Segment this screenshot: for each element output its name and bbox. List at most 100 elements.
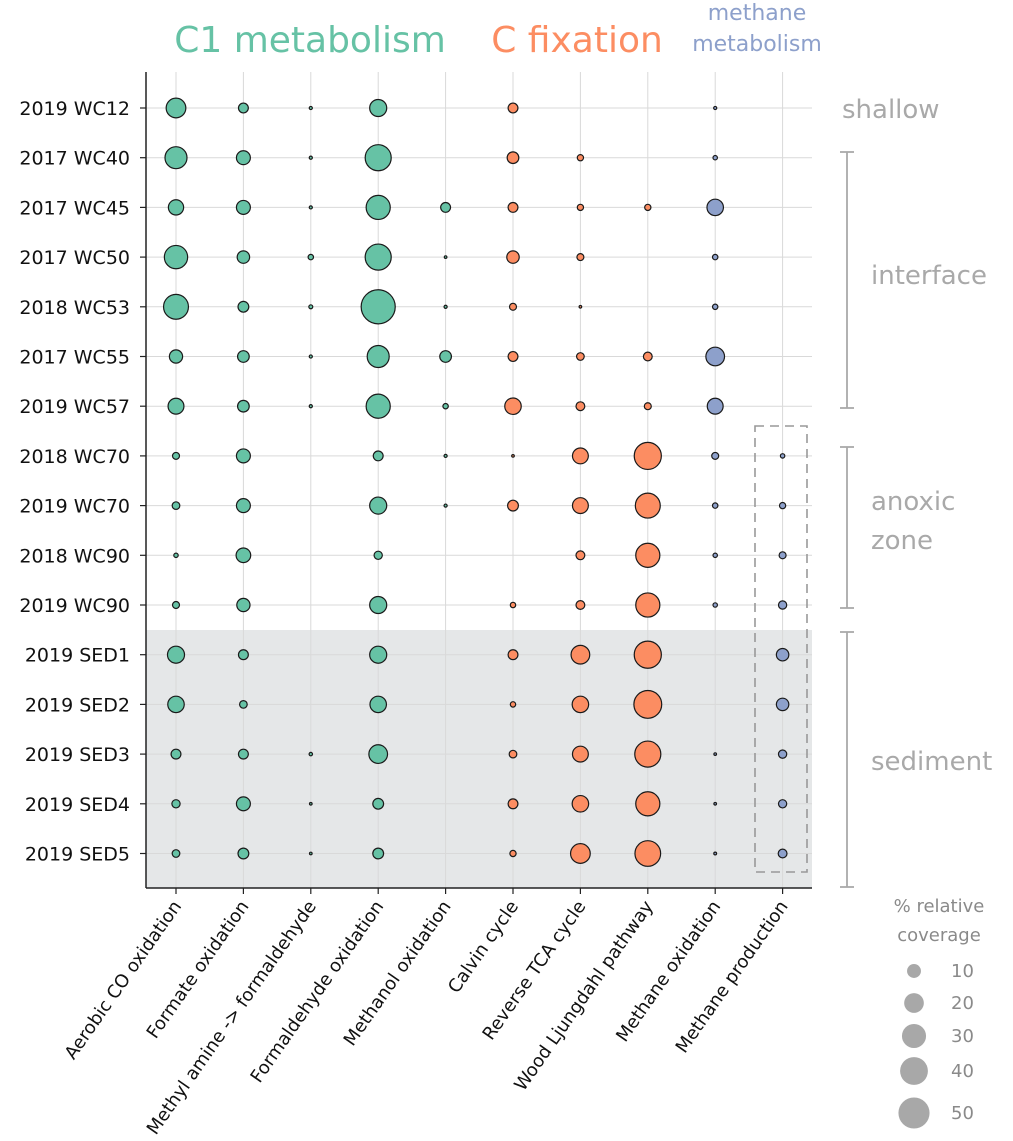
point-2018-wc70-wood-ljungdahl-pathway	[633, 441, 662, 471]
sediment-background	[146, 630, 812, 888]
x-tick-label-methane-production: Methane production	[672, 897, 793, 1057]
point-2019-wc12-formaldehyde-oxidation	[369, 98, 388, 118]
point-2019-wc90-formaldehyde-oxidation	[369, 595, 388, 615]
point-2019-sed4-methane-production	[777, 799, 788, 809]
point-2019-wc70-methane-oxidation	[711, 502, 719, 509]
zone-label-line: anoxic	[871, 487, 955, 517]
point-2017-wc45-methane-oxidation	[706, 198, 725, 217]
zone-label-shallow: shallow	[842, 95, 940, 125]
point-2019-wc90-calvin-cycle	[509, 601, 517, 609]
axes-frame	[145, 72, 812, 889]
y-tick-labels: 2019 WC12 2017 WC40 2017 WC45 2017 WC50 2018…	[19, 98, 130, 866]
y-tick-label-2019-wc70: 2019 WC70	[19, 496, 130, 518]
point-2018-wc70-methane-production	[779, 453, 786, 459]
point-2017-wc55-formate-oxidation	[236, 350, 250, 363]
point-2017-wc40-calvin-cycle	[506, 151, 520, 165]
point-2017-wc45-wood-ljungdahl-pathway	[644, 203, 652, 212]
point-2017-wc45-methanol-oxidation	[440, 201, 452, 213]
point-2019-wc90-wood-ljungdahl-pathway	[635, 592, 661, 618]
group-label-c-fixation: C fixation	[491, 20, 663, 61]
point-2017-wc55-calvin-cycle	[507, 350, 519, 363]
point-2017-wc40-reverse-tca-cycle	[576, 153, 585, 162]
point-2019-sed4-formaldehyde-oxidation	[372, 797, 385, 810]
y-tick-label-2017-wc55: 2017 WC55	[19, 347, 130, 369]
point-2019-wc90-aerobic-co-oxidation	[171, 600, 181, 610]
point-2018-wc90-methane-production	[778, 551, 787, 560]
point-2019-sed3-methane-production	[777, 749, 788, 759]
point-2019-wc70-calvin-cycle	[507, 499, 519, 512]
y-tick-label-2018-wc53: 2018 WC53	[19, 297, 130, 319]
zone-label-interface: interface	[871, 261, 987, 291]
point-2019-sed3-wood-ljungdahl-pathway	[634, 740, 662, 768]
point-2019-wc57-wood-ljungdahl-pathway	[643, 402, 652, 411]
point-2017-wc50-aerobic-co-oxidation	[163, 244, 189, 270]
y-tick-label-2019-sed1: 2019 SED1	[25, 645, 130, 667]
point-2019-sed4-methane-oxidation	[713, 801, 718, 806]
point-2019-wc57-reverse-tca-cycle	[575, 401, 586, 412]
size-legend-label-20: 20	[951, 993, 974, 1014]
size-legend: 10 20 30 40 50	[898, 961, 974, 1129]
point-2019-sed5-calvin-cycle	[509, 849, 517, 858]
y-tick-label-2019-wc57: 2019 WC57	[19, 396, 130, 418]
point-2019-wc90-reverse-tca-cycle	[575, 599, 586, 610]
point-2018-wc53-reverse-tca-cycle	[578, 304, 583, 309]
y-tick-label-2017-wc50: 2017 WC50	[19, 247, 130, 269]
point-2019-wc70-reverse-tca-cycle	[571, 497, 589, 515]
point-2017-wc45-formaldehyde-oxidation	[365, 194, 391, 221]
point-2018-wc53-methane-oxidation	[711, 303, 719, 311]
point-2017-wc40-methyl-amine-formaldehyde	[308, 155, 313, 160]
point-2017-wc40-aerobic-co-oxidation	[164, 146, 188, 170]
zone-label-line: zone	[871, 526, 933, 556]
point-2018-wc53-methanol-oxidation	[443, 304, 448, 309]
point-2019-sed5-formaldehyde-oxidation	[372, 847, 385, 860]
point-2017-wc50-formate-oxidation	[236, 250, 251, 264]
zone-label-sediment: sediment	[871, 747, 992, 777]
point-2017-wc50-methyl-amine-formaldehyde	[307, 253, 315, 261]
point-2017-wc40-methane-oxidation	[712, 154, 719, 161]
y-tick-label-2019-sed2: 2019 SED2	[25, 694, 130, 716]
point-2017-wc55-aerobic-co-oxidation	[168, 349, 184, 364]
point-2018-wc90-reverse-tca-cycle	[575, 550, 586, 561]
y-tick-label-2019-sed3: 2019 SED3	[25, 744, 130, 766]
point-2017-wc45-reverse-tca-cycle	[576, 203, 585, 212]
point-2019-sed5-methane-production	[777, 848, 788, 859]
point-2019-sed5-aerobic-co-oxidation	[171, 849, 181, 858]
size-legend-marker-50	[898, 1097, 930, 1129]
size-legend-title: % relative	[894, 896, 985, 917]
point-2019-sed3-aerobic-co-oxidation	[170, 748, 182, 760]
y-tick-label-2017-wc45: 2017 WC45	[19, 197, 130, 219]
point-2019-sed2-calvin-cycle	[509, 701, 517, 708]
x-tick-label-aerobic-co-oxidation: Aerobic CO oxidation	[61, 897, 186, 1064]
size-legend-marker-10	[907, 964, 921, 978]
point-2019-sed1-formaldehyde-oxidation	[369, 645, 388, 664]
point-2019-sed3-formate-oxidation	[237, 748, 249, 760]
point-2017-wc50-reverse-tca-cycle	[576, 253, 585, 262]
x-tick-label-calvin-cycle: Calvin cycle	[444, 897, 523, 997]
point-2019-sed5-formate-oxidation	[237, 847, 250, 860]
y-tick-label-2018-wc90: 2018 WC90	[19, 545, 130, 567]
point-2019-wc70-methane-production	[778, 501, 787, 510]
size-legend-label-40: 40	[951, 1061, 974, 1082]
point-2019-sed1-formate-oxidation	[237, 649, 249, 661]
point-2019-wc57-calvin-cycle	[504, 397, 522, 416]
point-2019-sed1-methane-production	[775, 647, 790, 662]
point-2019-sed4-calvin-cycle	[507, 798, 519, 810]
point-2018-wc53-formaldehyde-oxidation	[360, 289, 396, 325]
point-2019-sed2-methane-production	[775, 697, 790, 712]
data-points	[162, 97, 790, 867]
size-legend-title-2: coverage	[897, 925, 981, 946]
zone-bracket-sediment	[840, 631, 854, 888]
size-legend-marker-40	[900, 1057, 928, 1085]
point-2017-wc40-formaldehyde-oxidation	[364, 144, 392, 172]
zone-label-anoxic-zone: anoxic zone	[871, 487, 955, 556]
zone-label-line: sediment	[871, 747, 992, 777]
point-2019-wc12-formate-oxidation	[237, 102, 249, 114]
point-2019-wc57-formate-oxidation	[236, 399, 250, 413]
point-2018-wc90-formate-oxidation	[235, 547, 252, 564]
point-2019-wc57-methane-oxidation	[706, 397, 724, 415]
point-2019-sed4-aerobic-co-oxidation	[171, 799, 181, 809]
y-tick-label-2019-wc90: 2019 WC90	[19, 595, 130, 617]
point-2019-sed5-reverse-tca-cycle	[569, 843, 591, 864]
zone-bracket-interface	[840, 151, 854, 409]
